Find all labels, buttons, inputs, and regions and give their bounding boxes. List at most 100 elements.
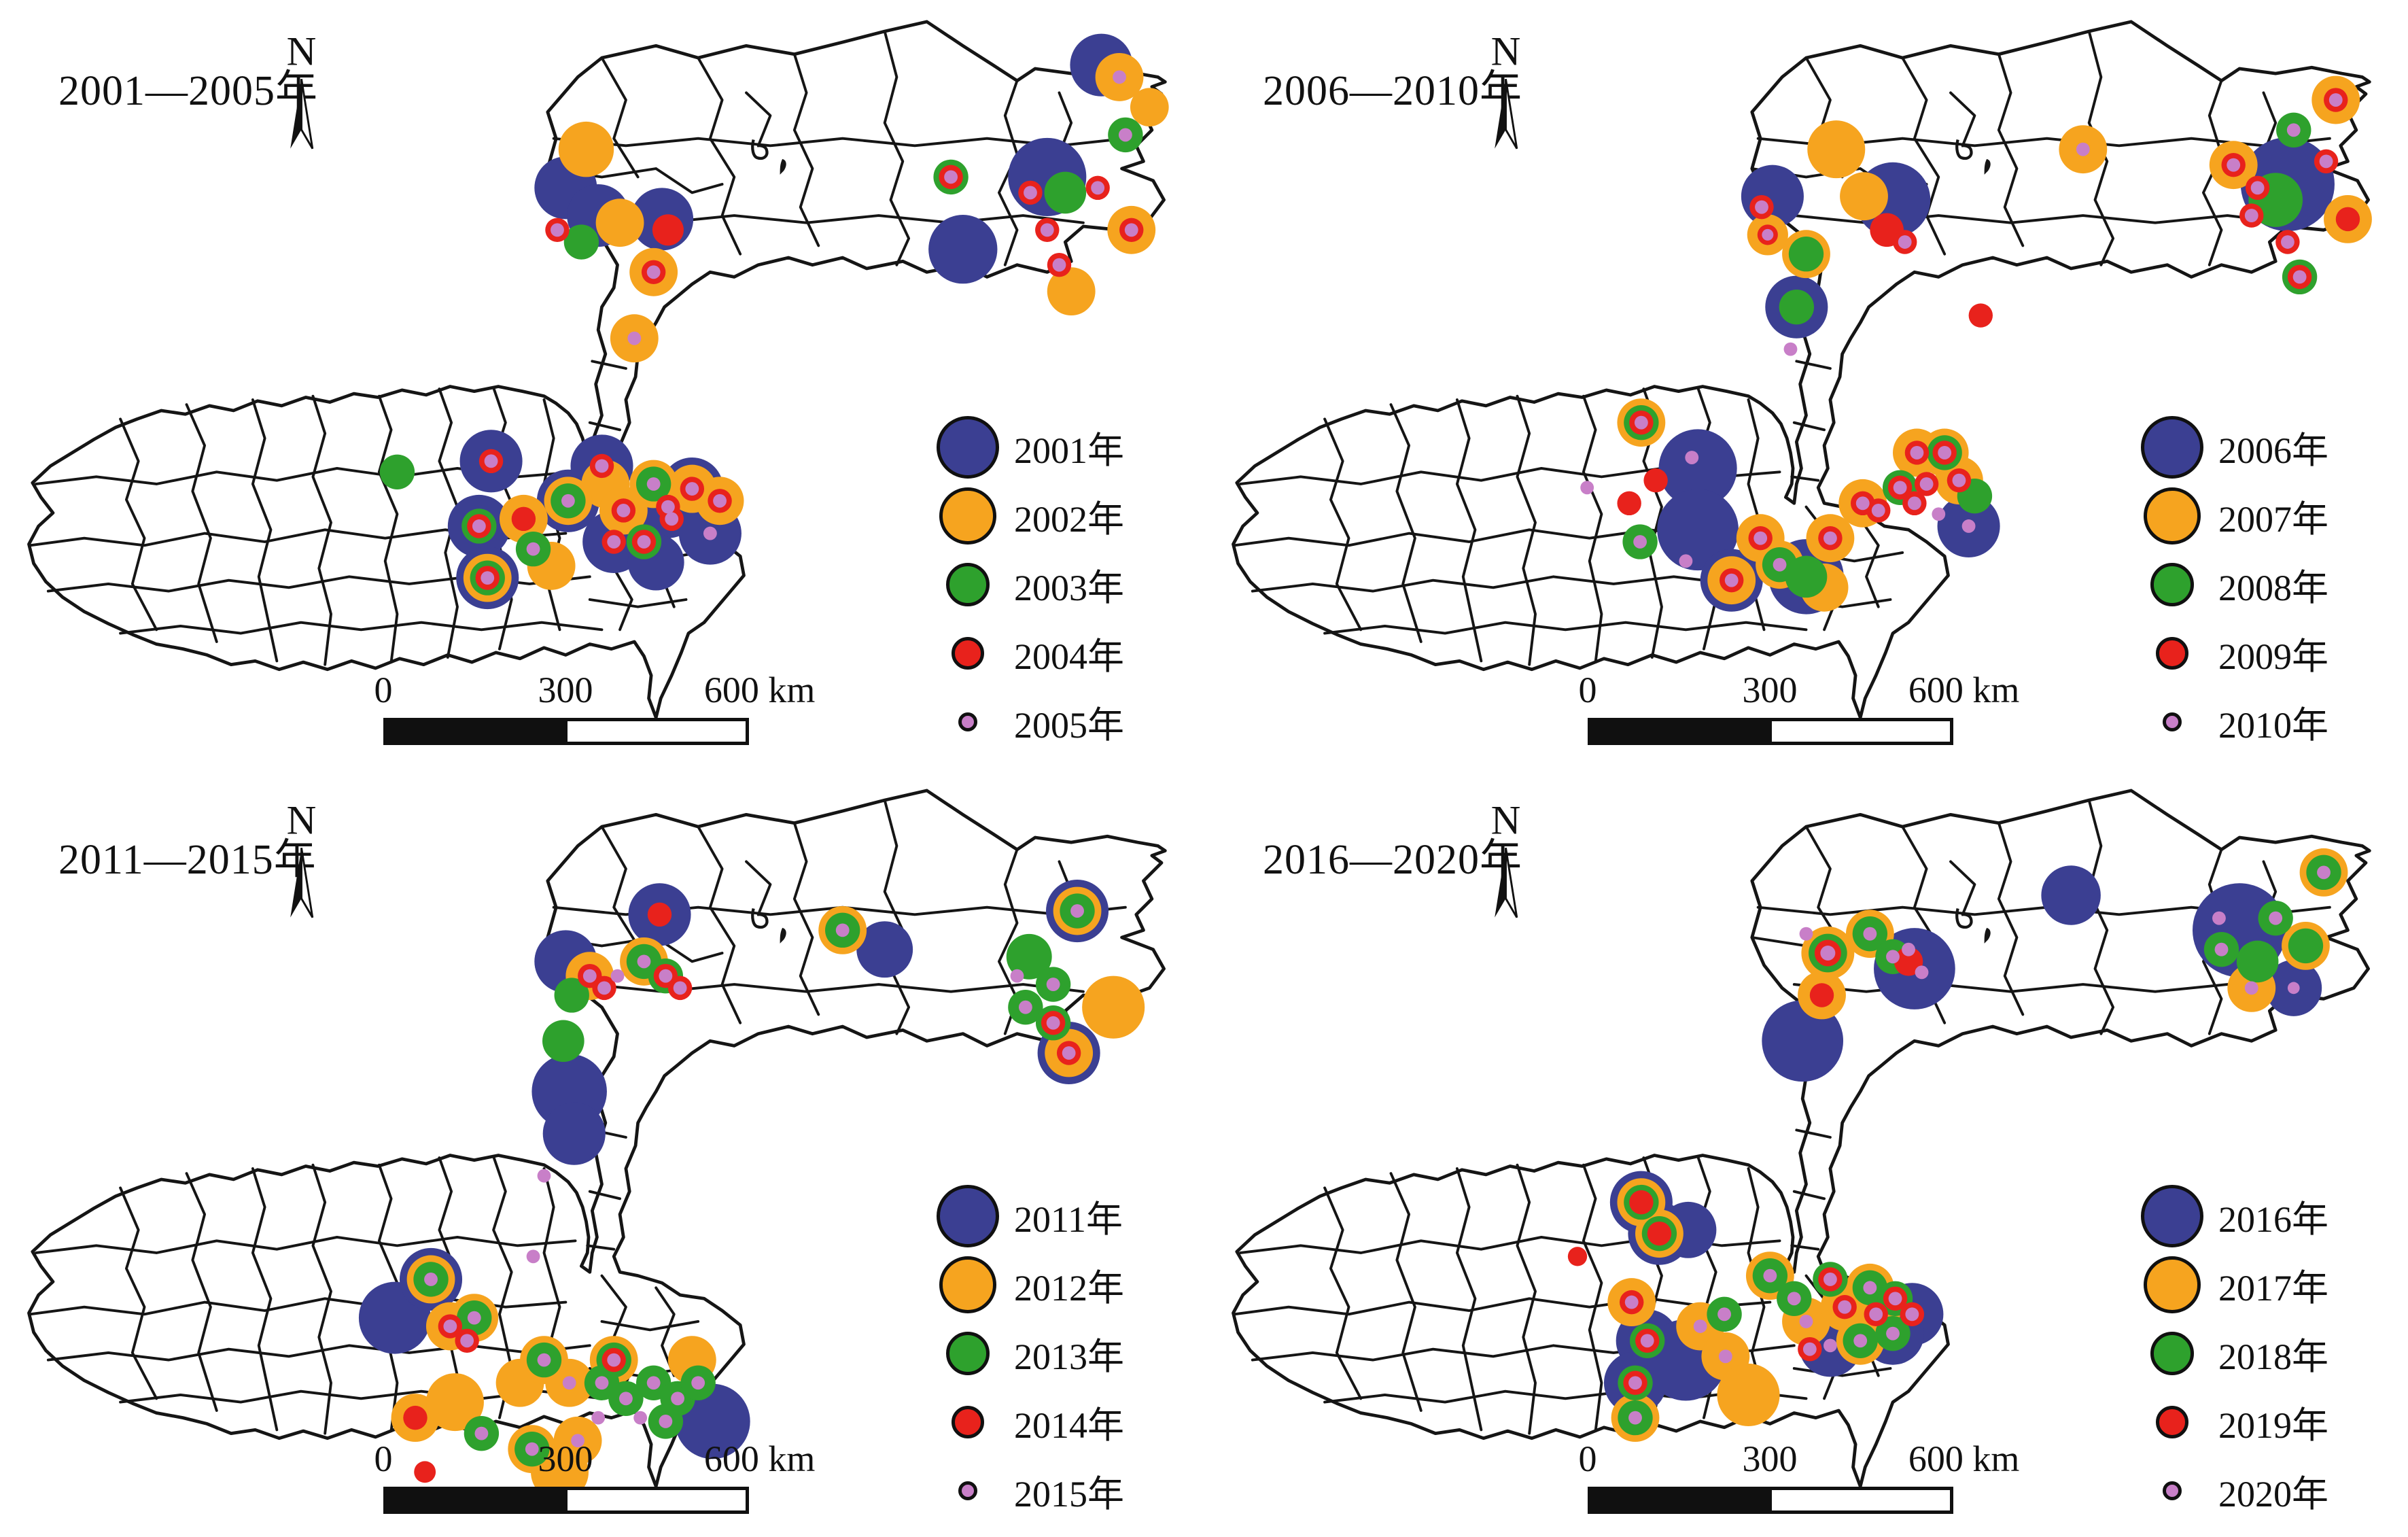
occurrence-point-2005	[1118, 128, 1132, 142]
occurrence-point-2010	[1952, 473, 1966, 487]
legend-label: 2017年	[2218, 1268, 2328, 1309]
legend-item: 2014年	[930, 1387, 1202, 1456]
occurrence-point-2010	[2286, 123, 2301, 137]
occurrence-point-2003	[379, 454, 415, 489]
legend-circle-icon	[930, 712, 1006, 731]
occurrence-point-2005	[1024, 186, 1037, 200]
legend-circle-icon	[930, 1481, 1006, 1500]
scale-bar: 0 300 600 km	[1579, 1438, 2023, 1517]
scale-bar-labels: 0 300 600 km	[374, 669, 818, 711]
panel-title: 2006—2010年	[1263, 68, 1523, 114]
occurrence-point-2020	[1763, 1268, 1777, 1283]
legend-circle-icon	[2134, 562, 2210, 606]
scale-bar: 0 300 600 km	[1579, 669, 2023, 748]
legend-label: 2011年	[1014, 1199, 1123, 1240]
scale-bar-labels: 0 300 600 km	[374, 1438, 818, 1480]
occurrence-point-2020	[1888, 1292, 1902, 1306]
occurrence-point-2020	[2244, 981, 2258, 995]
legend-circle-icon	[930, 487, 1006, 545]
occurrence-point-2020	[1869, 1307, 1883, 1322]
occurrence-point-2005	[1091, 181, 1105, 195]
occurrence-point-2020	[1915, 965, 1929, 980]
legend-swatch-y4	[2156, 636, 2188, 670]
occurrence-points	[1580, 75, 2372, 615]
occurrence-point-2020	[1787, 1292, 1801, 1306]
map-2016-2020	[1204, 769, 2408, 1537]
legend-circle-icon	[930, 1256, 1006, 1313]
occurrence-point-2010	[1893, 481, 1907, 495]
legend-swatch-y3	[2150, 562, 2194, 606]
legend-swatch-y1	[2141, 415, 2203, 479]
legend-circle-icon	[930, 1405, 1006, 1438]
legend-swatch-y5	[958, 1481, 977, 1500]
occurrence-point-2010	[2244, 209, 2258, 222]
occurrence-point-2010	[1724, 573, 1739, 587]
occurrence-point-2020	[1717, 1307, 1731, 1322]
occurrence-point-2020	[1799, 927, 1813, 941]
north-needle-left	[1495, 79, 1506, 149]
occurrence-point-2020	[1886, 950, 1900, 964]
legend-circle-icon	[2134, 1481, 2210, 1500]
occurrence-point-2015	[443, 1319, 457, 1333]
north-arrow: N	[1491, 30, 1521, 150]
legend-circle-icon	[2134, 415, 2210, 479]
scale-label-300: 300	[1742, 670, 1798, 710]
legend-label: 2015年	[1014, 1474, 1124, 1515]
occurrence-point-2010	[2280, 235, 2294, 249]
legend: 2016年 2017年 2018年 2019年 2020年	[2134, 1181, 2406, 1525]
occurrence-points	[1567, 848, 2348, 1443]
panel-2006-2010: 2006—2010年 N 2006年 2007年 2008年 2009年 2010年 0…	[1204, 0, 2408, 768]
legend-circle-icon	[930, 636, 1006, 670]
occurrence-point-2003	[563, 224, 599, 260]
legend-circle-icon	[930, 562, 1006, 606]
legend-label: 2010年	[2218, 705, 2328, 746]
occurrence-point-2015	[525, 1442, 539, 1456]
occurrence-point-2020	[1863, 927, 1877, 941]
legend-swatch-y1	[2141, 1184, 2203, 1247]
occurrence-point-2008	[1788, 237, 1824, 272]
legend-item: 2015年	[930, 1456, 1202, 1525]
occurrence-point-2005	[1124, 223, 1138, 237]
legend-swatch-y4	[2156, 1405, 2188, 1438]
occurrence-point-2020	[1905, 1307, 1919, 1322]
legend: 2001年 2002年 2003年 2004年 2005年	[930, 413, 1202, 756]
legend-item: 2016年	[2134, 1181, 2406, 1250]
occurrence-point-2010	[1580, 481, 1594, 495]
legend-item: 2004年	[930, 619, 1202, 687]
occurrence-point-2020	[1902, 942, 1915, 956]
occurrence-point-2014	[403, 1405, 427, 1430]
occurrence-point-2005	[561, 494, 575, 508]
legend-swatch-y2	[939, 487, 996, 545]
occurrence-point-2010	[1871, 504, 1885, 517]
legend-swatch-y2	[939, 1256, 996, 1313]
occurrence-point-2002	[1130, 88, 1169, 127]
legend-label: 2009年	[2218, 636, 2328, 677]
north-label: N	[1491, 30, 1521, 74]
legend-circle-icon	[2134, 712, 2210, 731]
panel-2011-2015: 2011—2015年 N 2011年 2012年 2013年 2014年 2015年 0…	[0, 769, 1204, 1537]
occurrence-point-2005	[713, 494, 727, 508]
occurrence-point-2015	[562, 1376, 576, 1390]
legend-circle-icon	[2134, 487, 2210, 545]
occurrence-point-2015	[591, 1411, 606, 1425]
occurrence-point-2020	[1824, 1273, 1837, 1286]
occurrence-point-2010	[1824, 531, 1837, 545]
occurrence-point-2004	[652, 214, 684, 246]
occurrence-point-2010	[2319, 154, 2333, 169]
legend-swatch-y4	[952, 1405, 984, 1438]
legend-swatch-y2	[2144, 487, 2201, 545]
north-needle-right	[1505, 78, 1518, 150]
occurrence-point-2013	[1006, 933, 1052, 980]
occurrence-point-2010	[1679, 554, 1693, 568]
occurrence-point-2005	[646, 265, 661, 279]
legend-label: 2002年	[1014, 499, 1124, 540]
north-needle-right	[300, 847, 314, 918]
legend-item: 2005年	[930, 687, 1202, 756]
scale-label-0: 0	[1578, 670, 1597, 710]
occurrence-point-2012	[425, 1373, 484, 1432]
occurrence-point-2015	[673, 981, 687, 995]
occurrence-point-2018	[2236, 940, 2279, 983]
occurrence-point-2007	[1840, 172, 1888, 221]
scale-bar-track	[1588, 1487, 1953, 1514]
legend-item: 2003年	[930, 550, 1202, 619]
